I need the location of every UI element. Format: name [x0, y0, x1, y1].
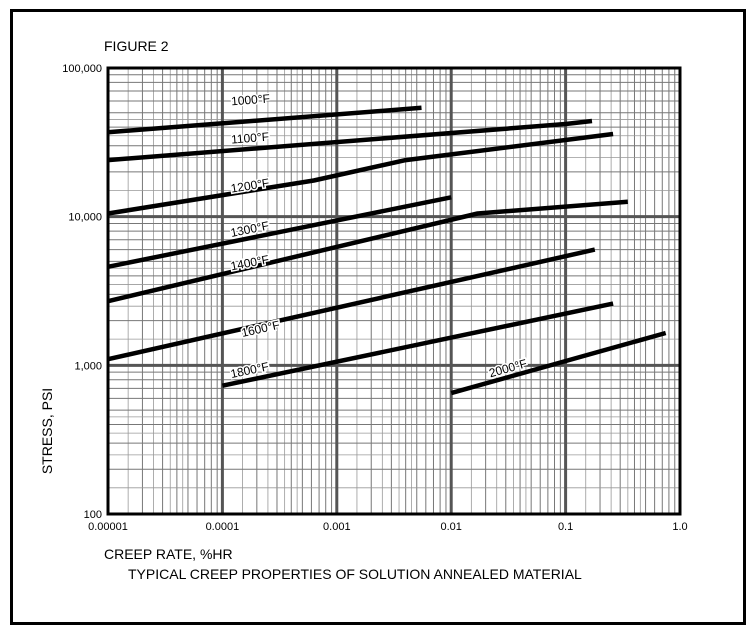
- series-label: 1600°F: [240, 318, 281, 340]
- y-tick-label: 10,000: [68, 212, 102, 224]
- series-label: 1200°F: [230, 176, 271, 196]
- series-line: [107, 247, 596, 362]
- grid-minor: [108, 68, 680, 514]
- x-tick-label: 1.0: [672, 521, 687, 533]
- series-line: [221, 301, 614, 388]
- y-tick-label: 100: [84, 509, 102, 521]
- series-layer: 1000°F1100°F1200°F1300°F1400°F1600°F1800…: [107, 90, 667, 396]
- x-tick-label: 0.0001: [206, 521, 240, 533]
- series-line: [107, 195, 452, 270]
- figure-frame: [10, 9, 746, 625]
- series-label: 1400°F: [229, 252, 270, 273]
- chart-title: TYPICAL CREEP PROPERTIES OF SOLUTION ANN…: [128, 566, 582, 582]
- x-tick-label: 0.00001: [88, 521, 128, 533]
- x-tick-label: 0.001: [323, 521, 351, 533]
- series-line: [107, 199, 628, 304]
- x-tick-label: 0.1: [558, 521, 573, 533]
- figure-label: FIGURE 2: [104, 38, 169, 54]
- series-line: [450, 330, 667, 396]
- y-axis-label: STRESS, PSI: [39, 388, 55, 474]
- series-line: [107, 105, 422, 135]
- y-tick-label: 1,000: [74, 360, 102, 372]
- series-label: 1100°F: [231, 130, 270, 147]
- x-tick-label: 0.01: [440, 521, 461, 533]
- plot-area: [106, 66, 682, 516]
- series-line: [107, 118, 593, 163]
- y-tick-label: 100,000: [62, 63, 102, 75]
- series-line: [107, 131, 614, 216]
- y-tick-labels: 100 1,000 10,000 100,000: [62, 63, 102, 521]
- x-tick-labels: 0.00001 0.0001 0.001 0.01 0.1 1.0: [88, 521, 688, 533]
- series-label: 1000°F: [231, 91, 271, 108]
- x-axis-label: CREEP RATE, %HR: [104, 546, 233, 562]
